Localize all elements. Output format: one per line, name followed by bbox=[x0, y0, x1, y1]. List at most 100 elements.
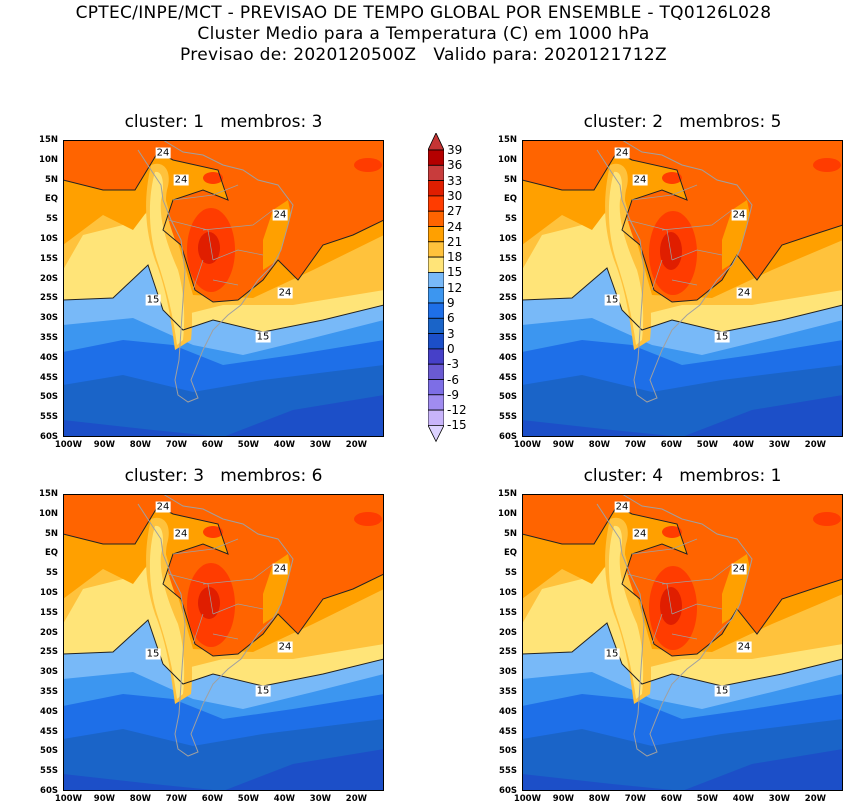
latitude-tick-label: 55S bbox=[40, 766, 58, 777]
longitude-tick-label: 80W bbox=[129, 440, 151, 450]
colorbar-box bbox=[428, 409, 444, 426]
colorbar-label: 39 bbox=[447, 143, 463, 157]
latitude-tick-label: 15S bbox=[499, 607, 517, 618]
latitude-tick-label: EQ bbox=[44, 194, 58, 205]
latitude-tick-label: 10N bbox=[39, 154, 58, 165]
longitude-tick-label: 80W bbox=[129, 794, 151, 804]
latitude-tick-label: 25S bbox=[40, 647, 58, 658]
colorbar-box bbox=[428, 287, 444, 304]
colorbar-box bbox=[428, 164, 444, 181]
latitude-tick-label: 15S bbox=[40, 253, 58, 264]
latitude-tick-label: 15N bbox=[39, 135, 58, 145]
country-borders bbox=[167, 538, 274, 645]
colorbar-box bbox=[428, 271, 444, 289]
latitude-tick-label: 45S bbox=[499, 372, 517, 383]
colorbar-box bbox=[428, 195, 444, 212]
colorbar-label: -12 bbox=[447, 403, 467, 418]
contour-15 bbox=[522, 622, 843, 687]
figure-title-line-1: CPTEC/INPE/MCT - PREVISAO DE TEMPO GLOBA… bbox=[75, 3, 772, 23]
longitude-tick-label: 20W bbox=[345, 794, 367, 804]
colorbar-box bbox=[428, 226, 444, 243]
latitude-tick-label: 15N bbox=[498, 489, 517, 499]
latitude-tick-label: 60S bbox=[40, 432, 58, 442]
contour-label: 15 bbox=[714, 685, 730, 697]
latitude-tick-label: 35S bbox=[40, 333, 58, 343]
contour-label: 15 bbox=[145, 294, 161, 306]
panel-title: cluster: 2 membros: 5 bbox=[583, 112, 782, 132]
contour-label: 24 bbox=[614, 147, 630, 159]
longitude-tick-label: 20W bbox=[345, 440, 367, 450]
band-27-30-atlantic bbox=[354, 512, 382, 526]
latitude-tick-label: 35S bbox=[499, 333, 517, 343]
contour-15 bbox=[63, 264, 384, 333]
latitude-tick-label: 10S bbox=[40, 588, 58, 598]
longitude-tick-label: 30W bbox=[768, 794, 790, 804]
longitude-tick-label: 90W bbox=[552, 794, 574, 804]
colorbar-label: 33 bbox=[447, 173, 463, 188]
latitude-tick-label: 5N bbox=[503, 174, 517, 185]
colorbar-box bbox=[428, 348, 444, 365]
longitude-tick-label: 100W bbox=[54, 794, 82, 804]
colorbar-box bbox=[428, 363, 444, 380]
figure-title-line-3: Previsao de: 2020120500Z Valido para: 20… bbox=[180, 45, 667, 65]
colorbar-label: 24 bbox=[447, 219, 463, 234]
latitude-tick-label: 50S bbox=[40, 746, 58, 757]
latitude-tick-label: 10S bbox=[499, 234, 517, 244]
latitude-tick-label: 55S bbox=[499, 766, 517, 777]
coastline bbox=[137, 494, 294, 757]
latitude-tick-label: 15S bbox=[499, 253, 517, 264]
longitude-tick-label: 20W bbox=[804, 440, 826, 450]
longitude-tick-label: 70W bbox=[624, 794, 646, 804]
longitude-tick-label: 20W bbox=[804, 794, 826, 804]
colorbar-label: 12 bbox=[447, 280, 463, 295]
latitude-tick-label: 50S bbox=[499, 392, 517, 403]
contour-label: 24 bbox=[173, 528, 189, 540]
band-27-30-north bbox=[662, 526, 682, 538]
latitude-tick-label: 50S bbox=[40, 392, 58, 403]
map-frame bbox=[63, 494, 384, 791]
panel-title: cluster: 3 membros: 6 bbox=[124, 466, 323, 486]
latitude-tick-label: 5S bbox=[504, 214, 517, 225]
colorbar-label: 30 bbox=[447, 188, 463, 203]
contour-label: 24 bbox=[155, 501, 171, 513]
contour-label: 24 bbox=[614, 501, 630, 513]
band-27-30-north bbox=[203, 172, 223, 184]
contour-15 bbox=[522, 267, 843, 333]
figure-title-line-2: Cluster Medio para a Temperatura (C) em … bbox=[197, 24, 650, 44]
latitude-tick-label: 60S bbox=[499, 786, 517, 796]
latitude-tick-label: 45S bbox=[499, 726, 517, 737]
latitude-tick-label: 5S bbox=[45, 214, 58, 225]
longitude-tick-label: 70W bbox=[165, 794, 187, 804]
longitude-tick-label: 70W bbox=[165, 440, 187, 450]
andes-cold-core bbox=[149, 171, 185, 345]
colorbar-label: 18 bbox=[447, 250, 463, 265]
contour-label: 24 bbox=[173, 174, 189, 186]
latitude-tick-label: 40S bbox=[40, 352, 58, 363]
latitude-tick-label: 10N bbox=[39, 508, 58, 519]
latitude-tick-label: 15N bbox=[498, 135, 517, 145]
latitude-tick-label: 35S bbox=[40, 687, 58, 697]
latitude-tick-label: 20S bbox=[499, 627, 517, 638]
map-frame bbox=[522, 494, 843, 791]
andes-cold-core bbox=[149, 525, 185, 699]
longitude-tick-label: 60W bbox=[201, 794, 223, 804]
band-30-33 bbox=[198, 587, 220, 619]
latitude-tick-label: 20S bbox=[499, 273, 517, 284]
colorbar-box bbox=[428, 394, 444, 411]
latitude-tick-label: 40S bbox=[40, 706, 58, 717]
colorbar-bottom-triangle bbox=[428, 424, 444, 443]
colorbar-box bbox=[428, 241, 444, 258]
contour-label: 15 bbox=[604, 294, 620, 306]
latitude-tick-label: 30S bbox=[40, 667, 58, 678]
colorbar-box bbox=[428, 333, 444, 350]
latitude-tick-label: EQ bbox=[503, 194, 517, 205]
contour-label: 24 bbox=[272, 209, 288, 221]
longitude-tick-label: 90W bbox=[93, 440, 115, 450]
latitude-tick-label: 20S bbox=[40, 627, 58, 638]
temperature-map-cluster-4: 24 24 24 24 15 15 15N 10N 5N EQ 5S 10S 15S 20S 25S 30S 3… bbox=[498, 489, 843, 804]
latitude-tick-label: 60S bbox=[40, 786, 58, 796]
contour-label: 24 bbox=[736, 287, 752, 299]
contour-15 bbox=[63, 619, 384, 687]
band-27-30-atlantic bbox=[813, 158, 841, 172]
band-27-30-atlantic bbox=[813, 512, 841, 526]
